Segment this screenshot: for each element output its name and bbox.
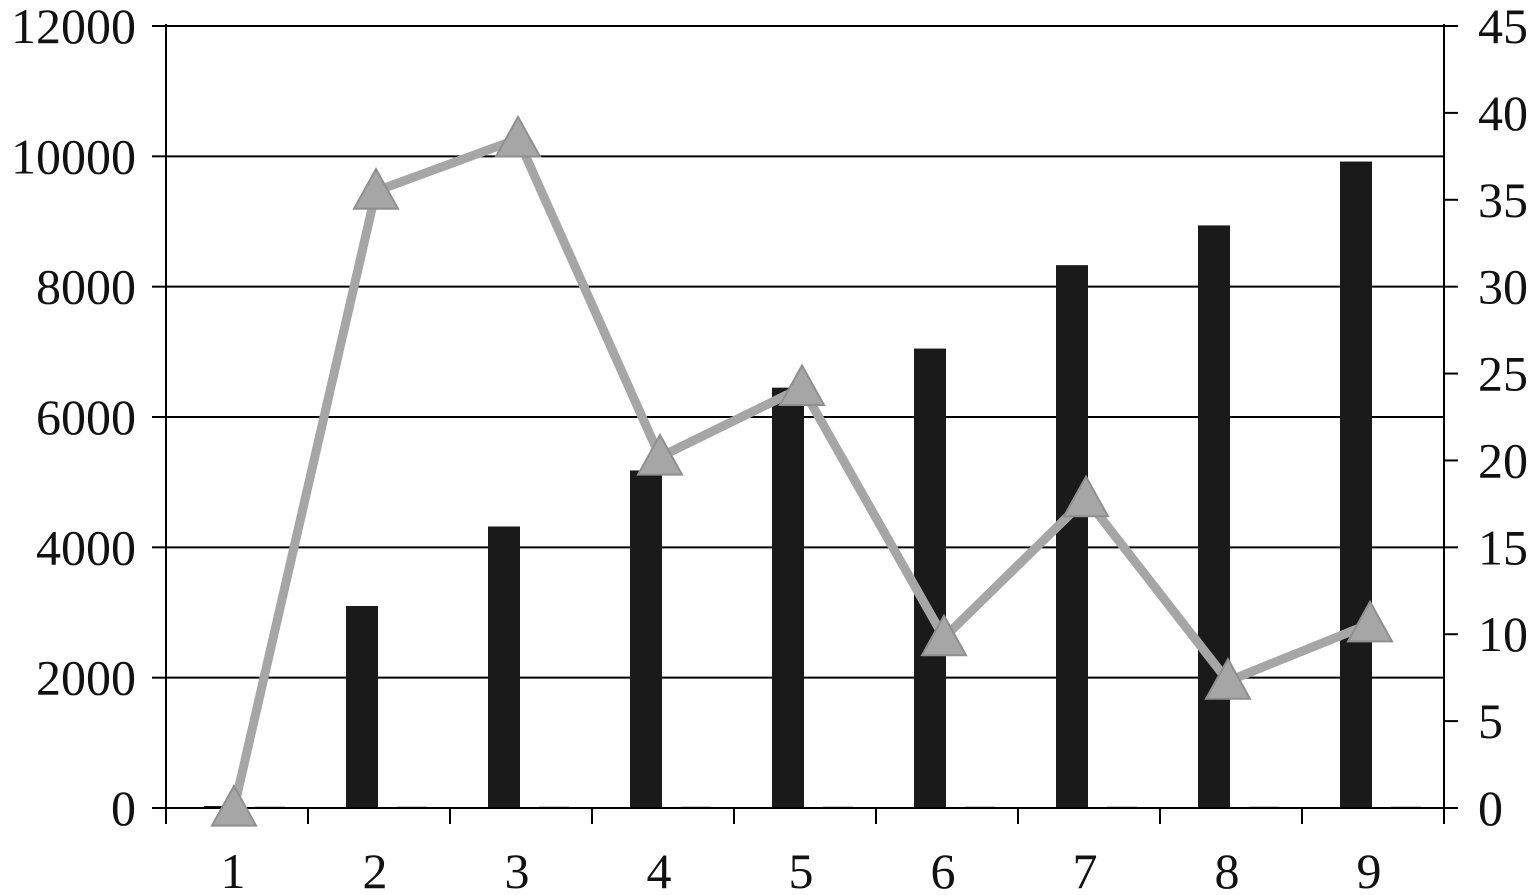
right-tick-label-35: 35 — [1478, 172, 1528, 228]
left-tick-label-12000: 12000 — [11, 0, 136, 54]
bar-series1-6 — [914, 348, 946, 808]
category-label-3: 3 — [505, 843, 530, 890]
right-tick-label-5: 5 — [1478, 693, 1503, 749]
bar-series1-3 — [488, 526, 520, 808]
right-tick-label-0: 0 — [1478, 780, 1503, 836]
right-tick-label-25: 25 — [1478, 346, 1528, 402]
triangle-marker-4 — [636, 432, 684, 476]
bar-series1-8 — [1198, 225, 1230, 808]
category-label-9: 9 — [1357, 843, 1382, 890]
bar-series1-2 — [346, 605, 378, 808]
gridlines — [166, 25, 1444, 809]
triangle-marker-2 — [352, 167, 400, 210]
triangle-marker-8 — [1204, 657, 1252, 700]
category-label-6: 6 — [931, 843, 956, 890]
category-label-7: 7 — [1073, 843, 1098, 890]
tick-labels: 0200040006000800010000120000510152025303… — [11, 0, 1528, 895]
triangle-marker-5 — [778, 363, 826, 407]
left-tick-label-6000: 6000 — [36, 389, 136, 445]
right-tick-label-20: 20 — [1478, 432, 1528, 488]
category-label-8: 8 — [1215, 843, 1240, 890]
bar-series — [204, 161, 1421, 809]
line-series — [210, 114, 1394, 827]
category-label-1: 1 — [221, 843, 246, 890]
right-tick-label-30: 30 — [1478, 259, 1528, 315]
axes — [152, 24, 1458, 824]
left-tick-label-4000: 4000 — [36, 519, 136, 575]
category-label-5: 5 — [789, 843, 814, 890]
triangle-marker-1 — [210, 783, 258, 827]
left-tick-label-8000: 8000 — [36, 259, 136, 315]
left-tick-label-0: 0 — [111, 780, 136, 836]
bar-series1-9 — [1340, 161, 1372, 809]
right-tick-label-15: 15 — [1478, 519, 1528, 575]
triangle-marker-6 — [920, 613, 968, 657]
bar-series1-7 — [1056, 265, 1088, 809]
left-tick-label-10000: 10000 — [11, 128, 136, 184]
right-tick-label-40: 40 — [1478, 85, 1528, 141]
triangle-marker-7 — [1062, 474, 1110, 518]
triangle-marker-9 — [1346, 599, 1394, 643]
left-tick-label-2000: 2000 — [36, 650, 136, 706]
category-label-4: 4 — [647, 843, 672, 890]
bar-series1-5 — [772, 387, 804, 808]
triangle-marker-3 — [494, 114, 542, 158]
right-tick-label-45: 45 — [1478, 0, 1528, 54]
bar-series1-4 — [630, 470, 662, 808]
category-label-2: 2 — [363, 843, 388, 890]
right-tick-label-10: 10 — [1478, 606, 1528, 662]
